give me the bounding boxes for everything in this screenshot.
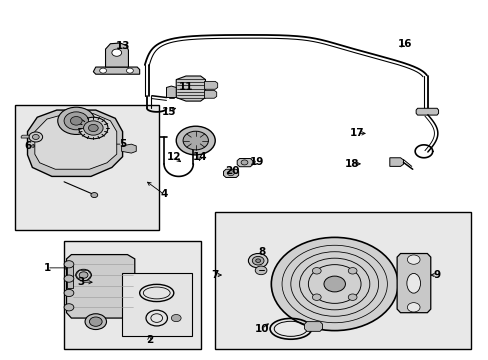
Text: 10: 10 (254, 324, 268, 334)
Text: 19: 19 (249, 157, 264, 167)
Text: 7: 7 (211, 270, 219, 280)
Circle shape (271, 237, 397, 330)
Circle shape (407, 255, 419, 264)
Polygon shape (223, 169, 238, 177)
Circle shape (76, 269, 91, 281)
Text: 5: 5 (119, 139, 126, 149)
Polygon shape (389, 158, 403, 166)
Text: 2: 2 (145, 334, 153, 345)
Text: 4: 4 (160, 189, 167, 199)
Circle shape (83, 121, 103, 135)
Text: 20: 20 (224, 166, 239, 176)
Circle shape (112, 49, 122, 56)
Text: 6: 6 (24, 141, 31, 151)
Circle shape (88, 125, 98, 132)
Polygon shape (304, 321, 322, 331)
Circle shape (255, 266, 266, 275)
Polygon shape (204, 81, 217, 89)
Circle shape (100, 68, 106, 73)
Circle shape (347, 294, 356, 300)
Circle shape (241, 160, 247, 165)
Circle shape (347, 267, 356, 274)
Circle shape (252, 256, 264, 265)
Text: 8: 8 (257, 247, 264, 257)
Text: 3: 3 (78, 277, 84, 287)
Bar (15, 105, 159, 230)
Polygon shape (93, 67, 140, 74)
Circle shape (183, 131, 208, 150)
Text: 12: 12 (166, 152, 181, 162)
Circle shape (176, 126, 215, 155)
Circle shape (324, 276, 345, 292)
Text: 11: 11 (179, 82, 193, 92)
Circle shape (29, 132, 42, 142)
Bar (64, 241, 200, 348)
Circle shape (312, 294, 321, 300)
Circle shape (248, 253, 267, 268)
Circle shape (89, 317, 102, 326)
Circle shape (79, 117, 108, 139)
Polygon shape (105, 43, 128, 67)
Polygon shape (35, 114, 117, 169)
Polygon shape (27, 110, 122, 176)
Text: 13: 13 (115, 41, 130, 50)
Polygon shape (396, 253, 430, 313)
Circle shape (79, 272, 88, 278)
Circle shape (58, 107, 95, 134)
Polygon shape (66, 255, 135, 318)
Circle shape (171, 315, 181, 321)
Bar (122, 273, 192, 336)
Circle shape (64, 112, 88, 130)
Circle shape (32, 134, 39, 139)
Polygon shape (176, 76, 205, 101)
Circle shape (64, 289, 74, 297)
Text: 15: 15 (162, 107, 176, 117)
Polygon shape (21, 135, 29, 138)
Text: 9: 9 (433, 270, 440, 280)
Text: 1: 1 (43, 263, 51, 273)
Circle shape (64, 275, 74, 282)
Polygon shape (415, 108, 438, 115)
Circle shape (126, 68, 133, 73)
Circle shape (85, 314, 106, 329)
Circle shape (255, 259, 260, 262)
Polygon shape (122, 144, 136, 153)
Polygon shape (204, 90, 216, 98)
Text: 14: 14 (193, 152, 207, 162)
Circle shape (70, 117, 82, 125)
Polygon shape (166, 86, 176, 98)
Text: 17: 17 (348, 129, 363, 138)
Polygon shape (66, 266, 73, 288)
Text: 16: 16 (397, 39, 412, 49)
Circle shape (64, 261, 74, 268)
Text: 18: 18 (344, 159, 358, 169)
Circle shape (64, 304, 74, 311)
Bar (215, 212, 470, 348)
Ellipse shape (406, 273, 420, 293)
Circle shape (407, 303, 419, 312)
Circle shape (91, 193, 98, 198)
Polygon shape (237, 158, 252, 167)
Circle shape (227, 171, 234, 176)
Circle shape (312, 267, 321, 274)
